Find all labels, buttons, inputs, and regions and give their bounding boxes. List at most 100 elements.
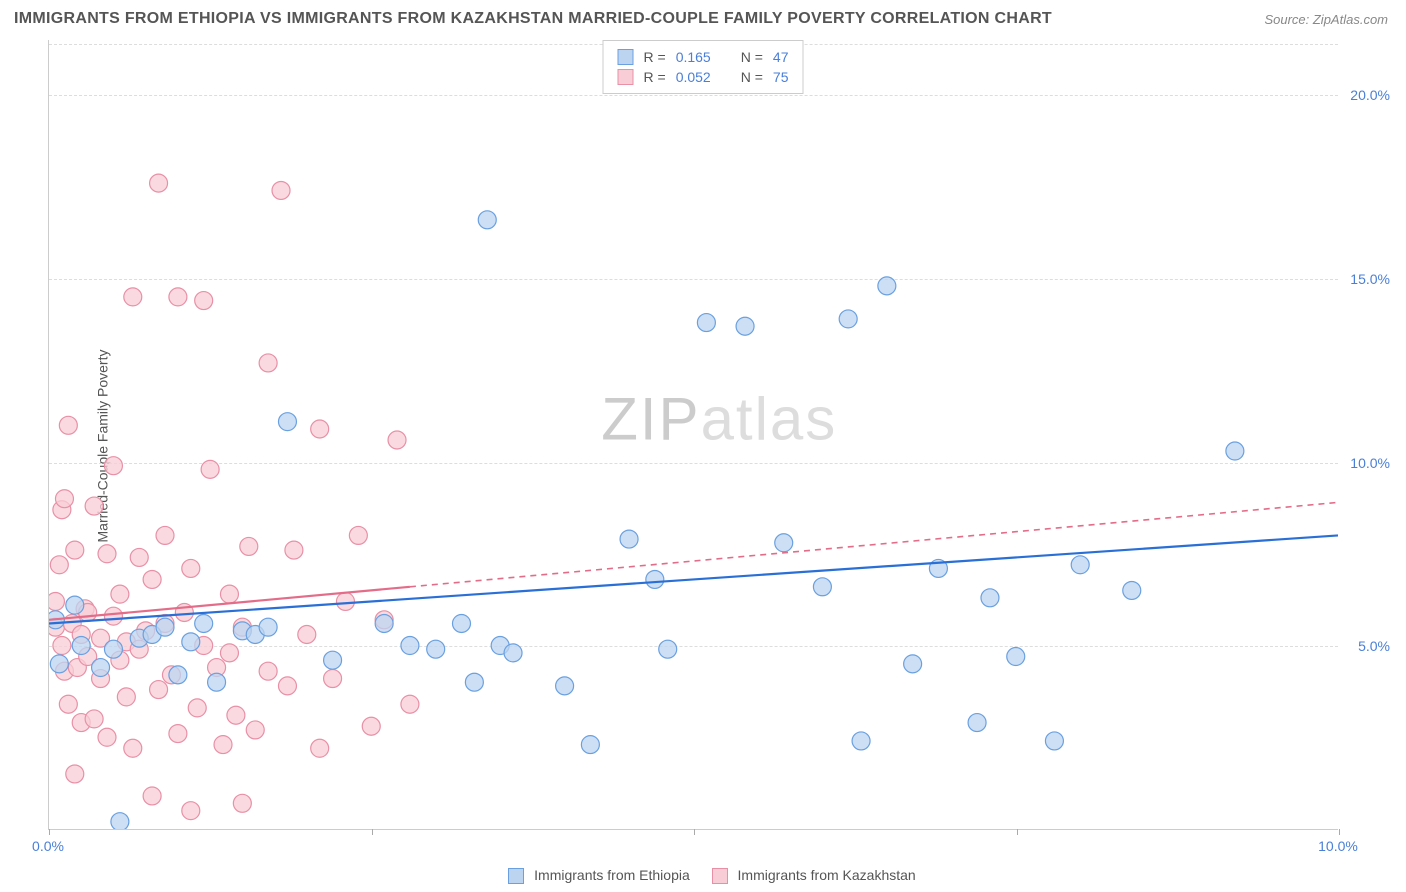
scatter-point	[92, 659, 110, 677]
plot-area: ZIPatlas 5.0%10.0%15.0%20.0%	[48, 40, 1338, 830]
chart-title: IMMIGRANTS FROM ETHIOPIA VS IMMIGRANTS F…	[14, 10, 1052, 28]
x-tick	[49, 829, 50, 835]
scatter-point	[349, 526, 367, 544]
scatter-point	[150, 174, 168, 192]
scatter-svg	[49, 40, 1338, 829]
scatter-point	[111, 813, 129, 829]
scatter-point	[259, 618, 277, 636]
scatter-point	[130, 548, 148, 566]
scatter-point	[311, 420, 329, 438]
scatter-point	[117, 688, 135, 706]
scatter-point	[143, 787, 161, 805]
stats-R-label: R =	[644, 69, 666, 85]
scatter-point	[182, 559, 200, 577]
scatter-point	[111, 585, 129, 603]
scatter-point	[878, 277, 896, 295]
scatter-point	[66, 596, 84, 614]
scatter-point	[968, 714, 986, 732]
scatter-point	[388, 431, 406, 449]
scatter-point	[124, 739, 142, 757]
y-tick-label: 20.0%	[1350, 87, 1390, 103]
scatter-point	[1045, 732, 1063, 750]
swatch-ethiopia	[618, 49, 634, 65]
scatter-point	[324, 670, 342, 688]
scatter-point	[220, 644, 238, 662]
scatter-point	[98, 728, 116, 746]
scatter-point	[50, 556, 68, 574]
scatter-point	[1007, 648, 1025, 666]
scatter-point	[104, 640, 122, 658]
scatter-point	[298, 626, 316, 644]
stats-row-ethiopia: R = 0.165 N = 47	[618, 47, 789, 67]
x-tick-label: 10.0%	[1318, 838, 1358, 854]
scatter-point	[1071, 556, 1089, 574]
scatter-point	[375, 615, 393, 633]
scatter-point	[452, 615, 470, 633]
scatter-point	[259, 662, 277, 680]
legend-swatch-ethiopia	[508, 868, 524, 884]
swatch-kazakhstan	[618, 69, 634, 85]
scatter-point	[59, 416, 77, 434]
scatter-point	[59, 695, 77, 713]
scatter-point	[427, 640, 445, 658]
stats-R-ethiopia: 0.165	[676, 49, 711, 65]
scatter-point	[182, 802, 200, 820]
scatter-point	[1123, 581, 1141, 599]
scatter-point	[182, 633, 200, 651]
stats-row-kazakhstan: R = 0.052 N = 75	[618, 67, 789, 87]
scatter-point	[156, 618, 174, 636]
scatter-point	[659, 640, 677, 658]
scatter-point	[620, 530, 638, 548]
scatter-point	[169, 666, 187, 684]
y-tick-label: 15.0%	[1350, 271, 1390, 287]
x-tick-label: 0.0%	[32, 838, 64, 854]
scatter-point	[66, 765, 84, 783]
scatter-point	[214, 736, 232, 754]
x-tick	[1339, 829, 1340, 835]
scatter-point	[85, 710, 103, 728]
x-tick	[1017, 829, 1018, 835]
legend-label-ethiopia: Immigrants from Ethiopia	[534, 867, 690, 883]
scatter-point	[324, 651, 342, 669]
scatter-point	[285, 541, 303, 559]
y-tick-label: 5.0%	[1358, 638, 1390, 654]
scatter-point	[208, 673, 226, 691]
scatter-point	[55, 490, 73, 508]
bottom-legend: Immigrants from Ethiopia Immigrants from…	[0, 867, 1406, 884]
scatter-point	[904, 655, 922, 673]
scatter-point	[581, 736, 599, 754]
stats-R-label: R =	[644, 49, 666, 65]
scatter-point	[646, 570, 664, 588]
scatter-point	[195, 292, 213, 310]
scatter-point	[66, 541, 84, 559]
scatter-point	[98, 545, 116, 563]
scatter-point	[169, 288, 187, 306]
scatter-point	[195, 615, 213, 633]
scatter-point	[143, 570, 161, 588]
scatter-point	[259, 354, 277, 372]
scatter-point	[1226, 442, 1244, 460]
scatter-point	[188, 699, 206, 717]
scatter-point	[150, 681, 168, 699]
scatter-point	[504, 644, 522, 662]
scatter-point	[246, 721, 264, 739]
x-tick	[372, 829, 373, 835]
scatter-point	[201, 460, 219, 478]
scatter-point	[272, 181, 290, 199]
scatter-point	[736, 317, 754, 335]
scatter-point	[981, 589, 999, 607]
scatter-point	[478, 211, 496, 229]
x-tick	[694, 829, 695, 835]
stats-R-kazakhstan: 0.052	[676, 69, 711, 85]
y-tick-label: 10.0%	[1350, 455, 1390, 471]
scatter-point	[156, 526, 174, 544]
scatter-point	[240, 537, 258, 555]
stats-N-ethiopia: 47	[773, 49, 789, 65]
scatter-point	[220, 585, 238, 603]
legend-swatch-kazakhstan	[712, 868, 728, 884]
scatter-point	[311, 739, 329, 757]
scatter-point	[465, 673, 483, 691]
scatter-point	[227, 706, 245, 724]
scatter-point	[362, 717, 380, 735]
scatter-point	[72, 637, 90, 655]
